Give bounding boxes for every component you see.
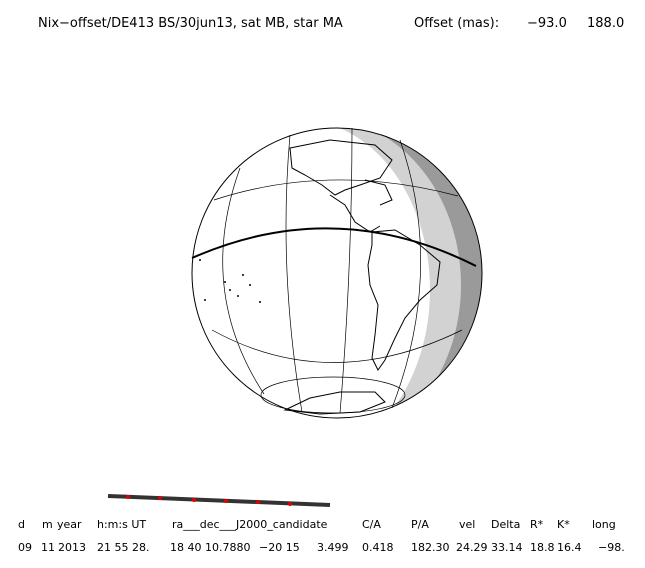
table-cell: 18.8 (530, 541, 555, 554)
column-header: K* (557, 518, 570, 531)
offset-value: −93.0 (527, 16, 567, 31)
offset-value: 188.0 (587, 16, 624, 31)
globe-outline (191, 127, 483, 419)
table-cell: −98. (598, 541, 625, 554)
track-points (126, 495, 292, 506)
offset-label: Offset (mas): (414, 16, 499, 31)
islands (199, 259, 261, 303)
title: Nix−offset/DE413 BS/30jun13, sat MB, sta… (38, 16, 343, 31)
column-header: m (42, 518, 53, 531)
column-header: Delta (491, 518, 520, 531)
column-header: h:m:s UT (97, 518, 146, 531)
table-cell: 09 (18, 541, 32, 554)
column-header: R* (530, 518, 544, 531)
track-line (107, 494, 331, 507)
column-header: d (18, 518, 25, 531)
table-cell: 18 40 10.7880 (170, 541, 250, 554)
column-header: long (592, 518, 616, 531)
column-header: year (57, 518, 82, 531)
table-cell: 24.29 (456, 541, 488, 554)
table: d m year h:m:s UT ra___dec___J2000_candidate… (18, 518, 625, 554)
occultation-path (191, 227, 477, 267)
table-cell: 3.499 (317, 541, 349, 554)
table-cell: 11 (41, 541, 55, 554)
table-cell: 0.418 (362, 541, 394, 554)
table-cell: 33.14 (491, 541, 523, 554)
column-header: C/A (362, 518, 381, 531)
column-header: P/A (411, 518, 429, 531)
table-cell: 2013 (58, 541, 86, 554)
table-cell: −20 15 (259, 541, 300, 554)
globe-shading (192, 128, 482, 418)
table-cell: 16.4 (557, 541, 582, 554)
table-cell: 182.30 (411, 541, 450, 554)
coastlines (283, 139, 441, 415)
column-header: ra___dec___J2000_candidate (172, 518, 328, 531)
column-header: vel (459, 518, 475, 531)
table-cell: 21 55 28. (97, 541, 149, 554)
graticule (211, 127, 463, 414)
